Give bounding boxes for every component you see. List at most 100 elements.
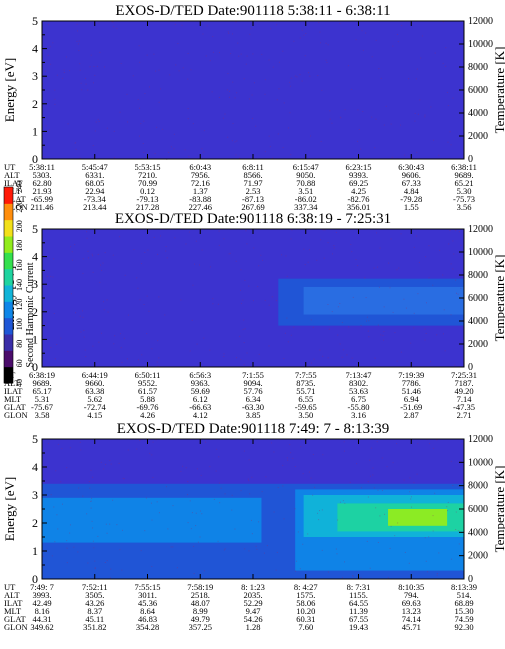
speckle [404, 551, 406, 553]
speckle [339, 343, 341, 345]
speckle [217, 540, 219, 542]
colorbar-segment [4, 203, 13, 221]
speckle [78, 50, 80, 52]
speckle [234, 528, 236, 530]
speckle [265, 476, 267, 478]
speckle [377, 266, 379, 268]
speckle [366, 316, 368, 318]
colorbar-frame [3, 186, 14, 384]
ephemeris-cell: 70.88 [296, 178, 315, 188]
speckle [401, 24, 403, 26]
ephemeris-cell: -75.73 [453, 194, 475, 204]
speckle [299, 74, 301, 76]
speckle [177, 42, 179, 44]
speckle [379, 515, 381, 517]
speckle [50, 63, 52, 65]
speckle [327, 304, 329, 306]
ephemeris-cell: 5.88 [140, 394, 155, 404]
energy-axis-label: Energy [eV] [2, 58, 17, 122]
speckle [235, 260, 237, 262]
speckle [368, 336, 370, 338]
speckle [94, 568, 96, 570]
speckle [310, 477, 312, 479]
spectrogram-background [42, 21, 464, 159]
temperature-tick-label: 2000 [468, 339, 488, 350]
speckle [362, 49, 364, 51]
speckle [114, 335, 116, 337]
speckle [69, 70, 71, 72]
speckle [140, 550, 142, 552]
speckle [86, 513, 88, 515]
speckle [94, 567, 96, 569]
ephemeris-cell: 63.38 [85, 386, 104, 396]
speckle [182, 465, 184, 467]
colorbar-tick-label: 60 [15, 359, 24, 367]
energy-axis-label: Energy [eV] [2, 477, 17, 541]
speckle [283, 358, 285, 360]
speckle [240, 359, 242, 361]
speckle [328, 328, 330, 330]
speckle [360, 325, 362, 327]
speckle [199, 510, 201, 512]
speckle [319, 349, 321, 351]
speckle [113, 343, 115, 345]
ephemeris-cell: 45.71 [402, 622, 421, 632]
speckle [411, 506, 413, 508]
ephemeris-cell: 1575. [296, 590, 315, 600]
speckle [365, 32, 367, 34]
speckle [452, 485, 454, 487]
speckle [116, 27, 118, 29]
speckle [194, 263, 196, 265]
speckle [75, 148, 77, 150]
speckle [155, 70, 157, 72]
speckle [187, 118, 189, 120]
speckle [144, 93, 146, 95]
speckle [413, 327, 415, 329]
speckle [157, 253, 159, 255]
speckle [255, 545, 257, 547]
speckle [452, 240, 454, 242]
ephemeris-cell: -86.02 [295, 194, 317, 204]
speckle [264, 151, 266, 153]
speckle [366, 320, 368, 322]
ephemeris-cell: 349.62 [30, 622, 53, 632]
speckle [449, 230, 451, 232]
colorbar-tick-label: 120 [15, 299, 24, 311]
speckle [255, 125, 257, 127]
speckle [365, 297, 367, 299]
speckle [286, 317, 288, 319]
ephemeris-cell: -47.35 [453, 402, 475, 412]
temperature-axis-label: Temperature [K] [492, 466, 505, 553]
speckle [428, 277, 430, 279]
speckle [92, 271, 94, 273]
speckle [236, 92, 238, 94]
speckle [283, 518, 285, 520]
speckle [248, 98, 250, 100]
speckle [445, 47, 447, 49]
panel-2: EXOS-D/TED Date:901118 6:38:19 - 7:25:31… [2, 211, 505, 420]
speckle [187, 494, 189, 496]
speckle [104, 252, 106, 254]
speckle [111, 21, 113, 23]
speckle [341, 577, 343, 579]
speckle [127, 449, 129, 451]
speckle [372, 474, 374, 476]
ephemeris-cell: 54.26 [243, 614, 262, 624]
speckle [394, 535, 396, 537]
speckle [72, 259, 74, 261]
speckle [61, 503, 63, 505]
speckle [369, 459, 371, 461]
ephemeris-cell: 337.34 [294, 202, 318, 212]
colorbar-segment [4, 366, 13, 384]
speckle [385, 105, 387, 107]
speckle [56, 343, 58, 345]
speckle [248, 459, 250, 461]
speckle [50, 494, 52, 496]
speckle [287, 341, 289, 343]
speckle [112, 21, 114, 23]
speckle [327, 571, 329, 573]
speckle [321, 509, 323, 511]
ephemeris-cell: 5.31 [35, 394, 50, 404]
speckle [436, 439, 438, 441]
speckle [456, 292, 458, 294]
